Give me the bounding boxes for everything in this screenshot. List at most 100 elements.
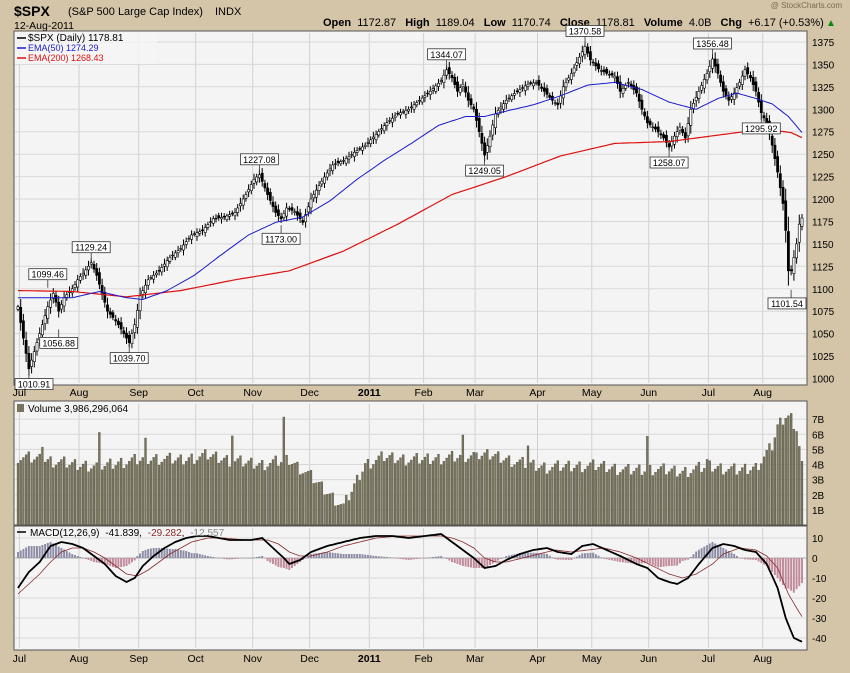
macd-hist-bar <box>665 558 668 567</box>
macd-hist-bar <box>738 558 741 559</box>
volume-bar <box>459 454 462 526</box>
macd-hist-bar <box>592 552 595 558</box>
macd-hist-bar <box>65 551 68 558</box>
volume-bar <box>567 460 570 526</box>
volume-bar <box>46 459 49 526</box>
macd-hist-bar <box>565 558 567 560</box>
volume-bar <box>790 413 793 526</box>
macd-hist-bar <box>209 556 212 558</box>
price-candle <box>209 221 213 223</box>
macd-hist-bar <box>133 558 136 561</box>
volume-bar <box>296 461 299 526</box>
volume-bar <box>242 466 245 526</box>
price-candle <box>206 224 210 228</box>
macd-hist-bar <box>459 558 462 565</box>
macd-hist-bar <box>429 557 432 558</box>
price-candle <box>57 301 61 312</box>
price-candle <box>382 125 386 132</box>
price-candle <box>241 198 245 206</box>
volume-bar <box>464 462 467 526</box>
macd-hist-bar <box>242 558 245 559</box>
macd-hist-bar <box>494 558 497 562</box>
volume-bar <box>692 469 695 526</box>
price-tick-label: 1025 <box>812 352 835 363</box>
volume-bar <box>421 460 424 526</box>
price-candle <box>117 320 120 326</box>
volume-bar <box>429 464 432 526</box>
price-annotation: 1227.08 <box>243 155 276 165</box>
price-candle <box>344 158 348 164</box>
macd-hist-bar <box>573 558 576 559</box>
price-tick-label: 1225 <box>812 173 835 184</box>
price-candle <box>491 124 495 136</box>
macd-hist-bar <box>421 558 424 559</box>
price-candle <box>146 279 150 286</box>
macd-hist-bar <box>106 558 109 565</box>
macd-hist-bar <box>399 558 402 559</box>
volume-bar <box>369 468 372 526</box>
macd-panel <box>13 525 808 651</box>
volume-bar <box>282 416 285 526</box>
macd-hist-bar <box>22 549 25 558</box>
volume-bar <box>274 455 277 526</box>
volume-tick-label: 7B <box>812 415 825 426</box>
volume-bar <box>157 464 161 526</box>
price-candle <box>404 110 408 115</box>
macd-hist-bar <box>76 556 79 558</box>
price-candle <box>445 69 449 76</box>
macd-hist-bar <box>684 558 687 561</box>
volume-bar <box>100 469 104 526</box>
price-candle <box>434 85 438 92</box>
price-candle <box>667 143 671 148</box>
ema50-line <box>18 81 803 301</box>
price-candle <box>301 220 305 223</box>
price-candle <box>179 248 183 250</box>
price-candle <box>675 131 679 137</box>
volume-bar <box>554 463 557 526</box>
volume-bar <box>128 461 131 526</box>
macd-tick-label: 10 <box>812 534 824 545</box>
volume-bar <box>255 465 258 526</box>
price-candle <box>211 218 215 224</box>
annotation-box <box>693 37 732 50</box>
volume-bar <box>141 457 144 526</box>
macd-hist-bar <box>361 554 364 558</box>
price-candle <box>358 148 362 150</box>
macd-hist-bar <box>141 551 144 558</box>
volume-bar <box>472 452 475 526</box>
volume-bar <box>746 473 749 526</box>
volume-bar <box>190 453 193 526</box>
volume-tick-label: 3B <box>812 476 825 487</box>
price-candle <box>583 46 587 55</box>
volume-bar <box>307 471 310 526</box>
volume-bar <box>532 459 535 526</box>
low-label: Low <box>484 17 506 29</box>
macd-hist-bar <box>223 558 226 559</box>
volume-bar <box>22 457 25 526</box>
volume-bar <box>681 470 684 526</box>
macd-hist-bar <box>697 549 700 558</box>
volume-bar <box>71 462 74 526</box>
volume-bar <box>201 453 204 526</box>
volume-tick-label: 6B <box>812 430 825 441</box>
price-candle <box>65 294 69 298</box>
volume-bar <box>358 480 361 526</box>
macd-hist-bar <box>722 548 725 558</box>
volume-bar <box>399 457 402 526</box>
price-candle <box>217 215 221 219</box>
volume-bar <box>361 471 364 526</box>
macd-hist-bar <box>253 557 255 558</box>
volume-bar <box>147 464 150 526</box>
price-candle <box>70 288 74 294</box>
volume-bar <box>507 455 511 526</box>
price-candle <box>635 86 638 94</box>
price-candle <box>602 69 606 73</box>
macd-hist-bar <box>407 558 410 560</box>
macd-hist-bar <box>244 558 247 559</box>
price-candle <box>740 75 744 85</box>
volume-bar <box>138 460 142 526</box>
macd-hist-bar <box>177 549 180 558</box>
price-candle <box>548 95 552 98</box>
price-candle <box>686 123 690 137</box>
price-tick-label: 1350 <box>812 60 835 71</box>
